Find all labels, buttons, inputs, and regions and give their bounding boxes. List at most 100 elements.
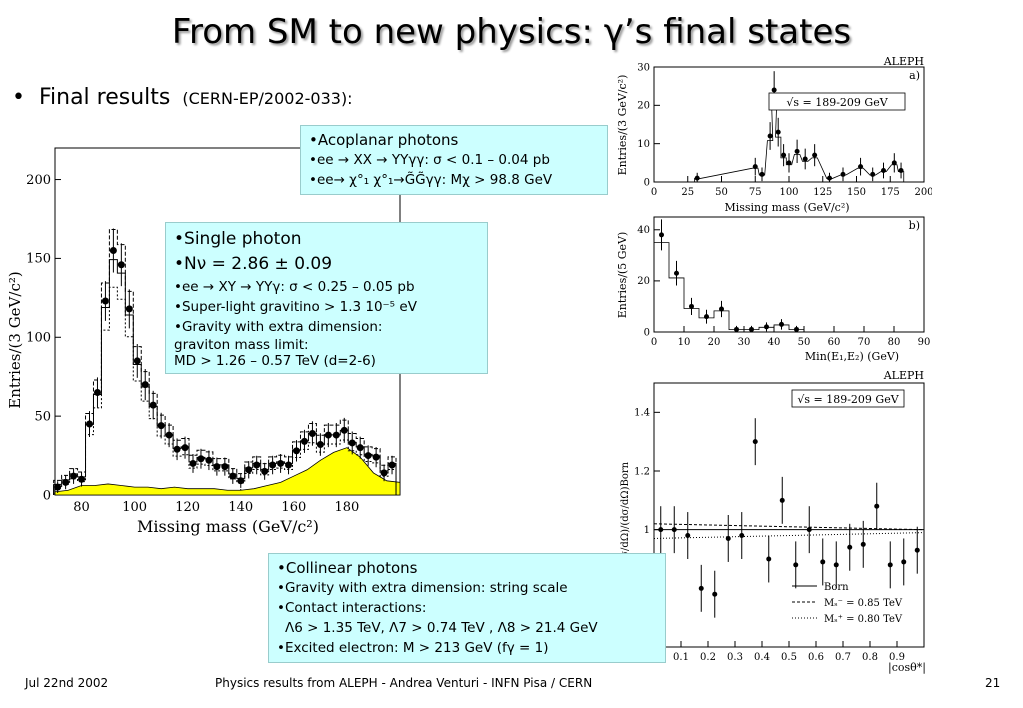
data-point	[874, 503, 880, 509]
y-tick-label: 0	[644, 327, 650, 338]
data-point	[749, 326, 754, 332]
panel-label: a)	[909, 69, 920, 82]
data-point	[237, 477, 245, 485]
slide-title: From SM to new physics: γ’s final states	[171, 12, 852, 52]
x-tick-label: 0.3	[727, 652, 743, 663]
single-heading: •Single photon	[174, 229, 302, 249]
collinear-line2: •Contact interactions:	[277, 600, 427, 616]
data-point	[277, 459, 285, 467]
data-point	[674, 270, 679, 276]
x-tick-label: 0	[651, 337, 657, 348]
x-axis-label: Missing mass (GeV/c²)	[724, 201, 849, 214]
data-point	[779, 321, 784, 327]
single-photon-box: •Single photon •Nν = 2.86 ± 0.09 •ee → X…	[165, 222, 488, 374]
x-tick-label: 50	[715, 187, 728, 198]
x-tick-label: 25	[681, 187, 694, 198]
legend-entry: Mₛ⁺ = 0.80 TeV	[824, 614, 903, 625]
data-point	[734, 326, 739, 332]
data-point	[659, 232, 664, 238]
aleph-label: ALEPH	[883, 55, 924, 68]
x-tick-label: 125	[813, 187, 832, 198]
data-point	[891, 160, 897, 166]
reference-text: (CERN-EP/2002-033):	[182, 89, 353, 108]
data-point	[93, 388, 101, 396]
x-tick-label: 200	[914, 187, 932, 198]
data-point	[781, 152, 787, 158]
y-tick-label: 20	[637, 276, 650, 287]
data-point	[658, 527, 664, 533]
y-tick-label: 150	[26, 252, 51, 267]
data-point	[812, 152, 818, 158]
data-point	[870, 171, 876, 177]
data-point	[914, 547, 920, 553]
single-line5: MD > 1.26 – 0.57 TeV (d=2-6)	[174, 353, 376, 369]
data-point	[78, 475, 86, 483]
x-tick-label: 60	[828, 337, 841, 348]
y-tick-label: 20	[637, 101, 650, 112]
data-point	[752, 164, 758, 170]
x-tick-label: 180	[335, 500, 360, 515]
y-tick-label: 1.4	[634, 408, 650, 419]
data-point	[117, 261, 125, 269]
data-point	[245, 466, 253, 474]
energy-box	[768, 92, 906, 111]
energy-label: √s = 189-209 GeV	[786, 96, 888, 109]
x-axis-label: Min(E₁,E₂) (GeV)	[805, 350, 899, 363]
data-point	[759, 171, 765, 177]
y-tick-label: 10	[637, 139, 650, 150]
data-point	[833, 562, 839, 568]
data-point	[285, 461, 293, 469]
legend-entry: Born	[824, 582, 849, 593]
data-point	[109, 247, 117, 255]
y-tick-label: 0	[644, 177, 650, 188]
footer-center: Physics results from ALEPH - Andrea Vent…	[215, 676, 593, 690]
data-point	[794, 148, 800, 154]
data-point	[898, 168, 904, 173]
data-point	[698, 585, 704, 591]
x-tick-label: 175	[881, 187, 900, 198]
data-point	[719, 306, 724, 312]
data-point	[316, 441, 324, 449]
aleph-label: ALEPH	[883, 369, 924, 382]
data-point	[133, 357, 141, 365]
y-tick-label: 0	[43, 488, 51, 503]
x-tick-label: 80	[73, 500, 90, 515]
x-tick-label: 0.2	[700, 652, 716, 663]
ms-minus-line	[653, 523, 925, 531]
x-tick-label: 80	[888, 337, 901, 348]
data-point	[149, 401, 157, 409]
mc-lower-histogram	[53, 286, 397, 495]
x-tick-label: 0.1	[673, 652, 689, 663]
data-point	[793, 562, 799, 568]
x-tick-label: 120	[175, 500, 200, 515]
data-point	[293, 447, 300, 455]
data-point	[689, 303, 694, 309]
data-point	[881, 168, 886, 173]
data-point	[380, 469, 388, 477]
data-point	[340, 426, 348, 434]
data-point	[739, 533, 745, 539]
data-point	[70, 472, 78, 480]
y-axis-label: Entries/(3 GeV/c²)	[616, 75, 629, 176]
data-point	[213, 463, 221, 471]
x-tick-label: 0.6	[808, 652, 824, 663]
x-tick-label: 0.7	[835, 652, 851, 663]
x-tick-label: 0.4	[754, 652, 770, 663]
y-tick-label: 30	[637, 62, 650, 73]
single-nnu: •Nν = 2.86 ± 0.09	[174, 254, 333, 274]
single-line2: •Super-light gravitino > 1.3 10⁻⁵ eV	[174, 299, 417, 315]
x-tick-label: 0.8	[862, 652, 878, 663]
mc-histogram	[653, 242, 805, 332]
x-tick-label: 0.9	[889, 652, 905, 663]
data-point	[802, 156, 808, 162]
data-point	[356, 444, 364, 452]
x-tick-label: 0.5	[781, 652, 797, 663]
final-results-bullet: • Final results (CERN-EP/2002-033):	[12, 85, 353, 110]
data-point	[205, 456, 213, 464]
y-tick-label: 100	[26, 331, 51, 346]
data-point	[261, 467, 269, 475]
acoplanar-line1: •ee → XX → YYγγ: σ < 0.1 – 0.04 pb	[309, 152, 550, 168]
data-point	[752, 439, 758, 445]
x-tick-label: 75	[749, 187, 762, 198]
collinear-line4: •Excited electron: M > 213 GeV (fγ = 1)	[277, 640, 549, 656]
